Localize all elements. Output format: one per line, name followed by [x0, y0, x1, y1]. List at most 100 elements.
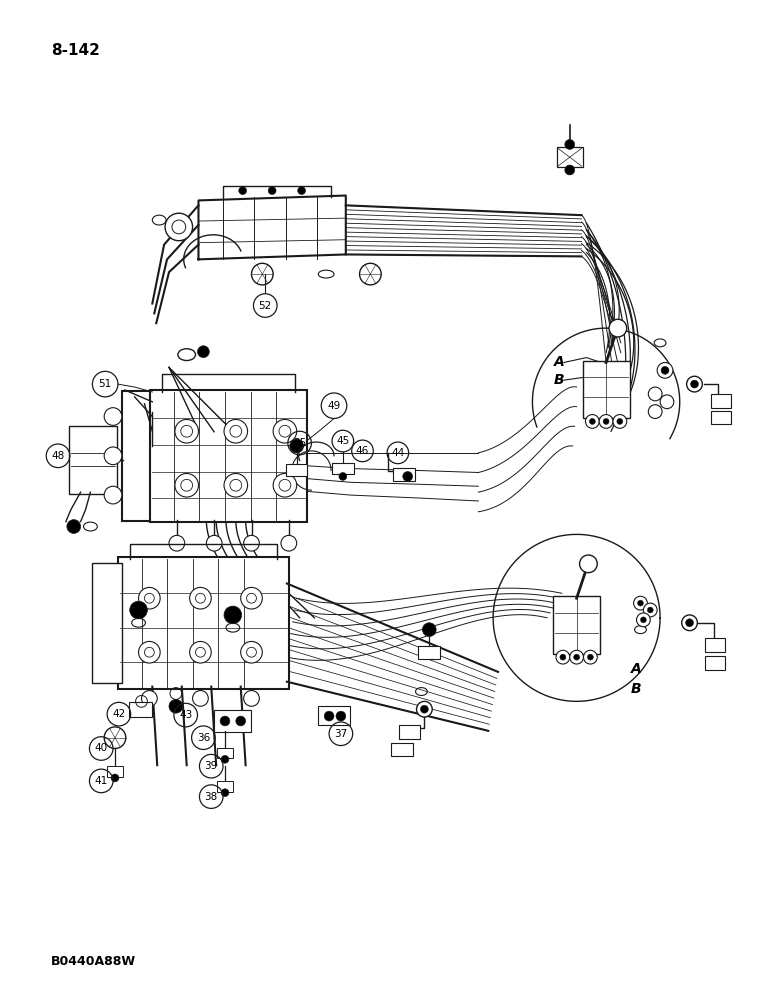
Circle shape — [268, 187, 276, 195]
FancyBboxPatch shape — [557, 147, 583, 167]
Circle shape — [661, 366, 669, 374]
Circle shape — [573, 654, 580, 660]
Circle shape — [190, 641, 211, 663]
Circle shape — [580, 555, 597, 573]
Circle shape — [590, 418, 595, 424]
Circle shape — [224, 473, 247, 497]
Circle shape — [273, 419, 296, 443]
Circle shape — [236, 716, 246, 726]
FancyBboxPatch shape — [711, 394, 731, 408]
FancyBboxPatch shape — [217, 781, 233, 792]
Text: 40: 40 — [94, 743, 108, 753]
Text: 44: 44 — [392, 448, 405, 458]
Circle shape — [360, 263, 381, 285]
Circle shape — [220, 716, 230, 726]
Circle shape — [658, 362, 673, 378]
Circle shape — [141, 691, 158, 706]
Text: 41: 41 — [94, 776, 108, 786]
FancyBboxPatch shape — [399, 725, 420, 739]
Circle shape — [105, 408, 122, 425]
Circle shape — [281, 535, 296, 551]
Circle shape — [298, 187, 306, 195]
Circle shape — [224, 419, 247, 443]
Circle shape — [251, 263, 273, 285]
Circle shape — [636, 613, 651, 627]
Circle shape — [560, 654, 566, 660]
Circle shape — [290, 439, 303, 453]
Circle shape — [139, 641, 160, 663]
Circle shape — [644, 603, 658, 617]
Text: 45: 45 — [336, 436, 349, 446]
Circle shape — [324, 711, 334, 721]
FancyBboxPatch shape — [583, 361, 629, 418]
Circle shape — [105, 727, 126, 748]
Text: 46: 46 — [356, 446, 369, 456]
FancyBboxPatch shape — [286, 464, 307, 476]
Circle shape — [221, 755, 229, 763]
Text: 35: 35 — [293, 438, 307, 448]
Text: 43: 43 — [179, 710, 193, 720]
Circle shape — [556, 650, 569, 664]
FancyBboxPatch shape — [705, 638, 725, 652]
Text: 51: 51 — [98, 379, 112, 389]
Circle shape — [647, 607, 653, 613]
Circle shape — [682, 615, 697, 631]
Circle shape — [613, 415, 626, 428]
Text: B: B — [631, 682, 641, 696]
Circle shape — [239, 187, 246, 195]
Circle shape — [243, 691, 260, 706]
Circle shape — [633, 596, 647, 610]
Circle shape — [221, 789, 229, 797]
Circle shape — [648, 405, 662, 418]
Circle shape — [175, 473, 198, 497]
Circle shape — [423, 623, 436, 637]
FancyBboxPatch shape — [553, 596, 600, 654]
Circle shape — [609, 319, 626, 337]
Text: 39: 39 — [204, 761, 218, 771]
FancyBboxPatch shape — [92, 563, 122, 683]
Circle shape — [241, 587, 262, 609]
Circle shape — [583, 650, 597, 664]
Text: 8-142: 8-142 — [51, 43, 100, 58]
Circle shape — [587, 654, 594, 660]
Circle shape — [224, 606, 242, 624]
Circle shape — [640, 617, 647, 623]
Text: 37: 37 — [335, 729, 348, 739]
FancyBboxPatch shape — [69, 426, 117, 494]
Circle shape — [139, 587, 160, 609]
Circle shape — [169, 699, 183, 713]
Circle shape — [193, 691, 208, 706]
FancyBboxPatch shape — [215, 710, 250, 732]
Circle shape — [420, 705, 428, 713]
Circle shape — [207, 535, 222, 551]
Text: 42: 42 — [112, 709, 126, 719]
Text: A: A — [554, 355, 565, 369]
FancyBboxPatch shape — [318, 706, 349, 725]
Circle shape — [273, 473, 296, 497]
Text: 36: 36 — [197, 733, 210, 743]
Circle shape — [565, 165, 575, 175]
Circle shape — [169, 535, 185, 551]
FancyBboxPatch shape — [711, 411, 731, 424]
Text: B: B — [554, 373, 565, 387]
Text: 52: 52 — [259, 301, 272, 311]
FancyBboxPatch shape — [391, 743, 413, 756]
Circle shape — [586, 415, 599, 428]
Circle shape — [686, 376, 702, 392]
Circle shape — [241, 641, 262, 663]
Circle shape — [111, 774, 119, 782]
Circle shape — [336, 711, 346, 721]
Circle shape — [165, 213, 193, 241]
Circle shape — [565, 140, 575, 149]
FancyBboxPatch shape — [705, 656, 725, 670]
Circle shape — [175, 419, 198, 443]
Text: 38: 38 — [204, 792, 218, 802]
Circle shape — [599, 415, 613, 428]
Circle shape — [637, 600, 644, 606]
FancyBboxPatch shape — [129, 702, 152, 717]
Circle shape — [417, 701, 432, 717]
Circle shape — [648, 387, 662, 401]
Circle shape — [197, 346, 209, 358]
Circle shape — [617, 418, 622, 424]
Text: 48: 48 — [51, 451, 65, 461]
